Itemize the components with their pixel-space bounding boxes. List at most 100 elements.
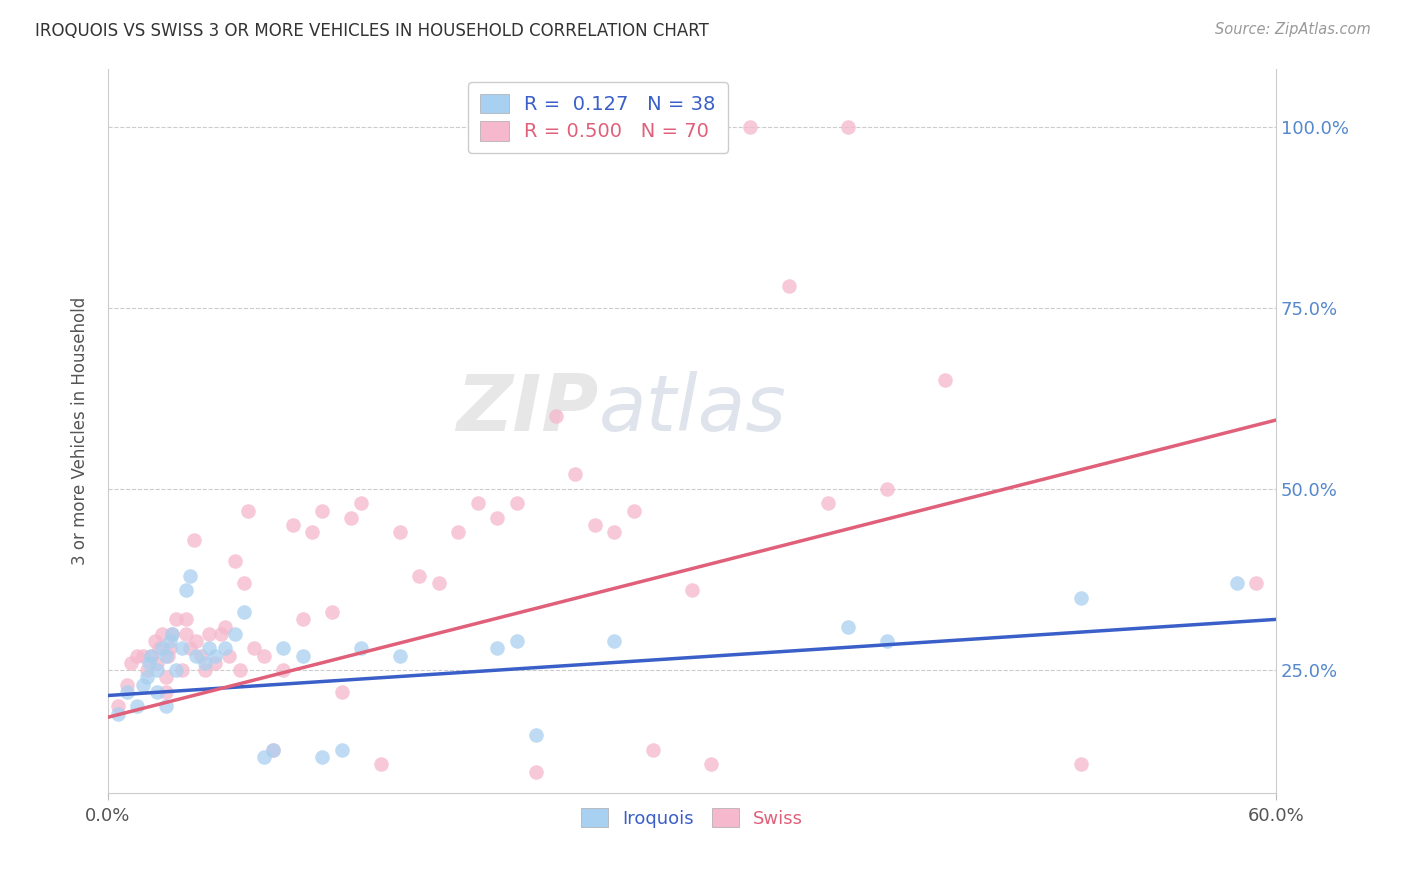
Point <box>544 409 567 424</box>
Point <box>155 699 177 714</box>
Point <box>194 656 217 670</box>
Point <box>467 496 489 510</box>
Point <box>224 554 246 568</box>
Point <box>817 496 839 510</box>
Point <box>301 525 323 540</box>
Point <box>143 634 166 648</box>
Point <box>159 641 181 656</box>
Point <box>281 518 304 533</box>
Point <box>170 641 193 656</box>
Point <box>214 641 236 656</box>
Point <box>350 496 373 510</box>
Point <box>139 648 162 663</box>
Point <box>184 648 207 663</box>
Point <box>603 634 626 648</box>
Point <box>370 757 392 772</box>
Point <box>148 641 170 656</box>
Point <box>486 511 509 525</box>
Point <box>145 656 167 670</box>
Point <box>934 373 956 387</box>
Point <box>603 525 626 540</box>
Point <box>159 634 181 648</box>
Point <box>330 685 353 699</box>
Point <box>330 743 353 757</box>
Point <box>174 627 197 641</box>
Point <box>524 728 547 742</box>
Point <box>700 757 723 772</box>
Point <box>170 663 193 677</box>
Point <box>209 627 232 641</box>
Point <box>179 569 201 583</box>
Point <box>160 627 183 641</box>
Point <box>876 482 898 496</box>
Point <box>291 648 314 663</box>
Point <box>233 605 256 619</box>
Point <box>740 120 762 134</box>
Point <box>117 685 139 699</box>
Point <box>253 750 276 764</box>
Point <box>204 648 226 663</box>
Point <box>262 743 284 757</box>
Point <box>152 627 174 641</box>
Point <box>160 627 183 641</box>
Point <box>311 503 333 517</box>
Point <box>271 641 294 656</box>
Point <box>145 663 167 677</box>
Point <box>253 648 276 663</box>
Text: IROQUOIS VS SWISS 3 OR MORE VEHICLES IN HOUSEHOLD CORRELATION CHART: IROQUOIS VS SWISS 3 OR MORE VEHICLES IN … <box>35 22 709 40</box>
Point <box>190 648 212 663</box>
Point <box>388 648 411 663</box>
Point <box>311 750 333 764</box>
Point <box>1226 576 1249 591</box>
Point <box>204 656 226 670</box>
Point <box>165 663 187 677</box>
Point <box>155 670 177 684</box>
Point <box>165 612 187 626</box>
Point <box>184 634 207 648</box>
Point <box>583 518 606 533</box>
Point <box>564 467 586 482</box>
Point <box>876 634 898 648</box>
Point <box>506 496 529 510</box>
Point <box>214 620 236 634</box>
Point <box>641 743 664 757</box>
Point <box>135 670 157 684</box>
Point <box>778 279 800 293</box>
Point <box>623 503 645 517</box>
Point <box>138 656 160 670</box>
Point <box>1246 576 1268 591</box>
Point <box>340 511 363 525</box>
Point <box>198 627 221 641</box>
Point <box>127 648 149 663</box>
Point <box>155 648 177 663</box>
Point <box>107 699 129 714</box>
Point <box>681 583 703 598</box>
Point <box>229 663 252 677</box>
Point <box>139 648 162 663</box>
Point <box>174 612 197 626</box>
Point <box>218 648 240 663</box>
Point <box>486 641 509 656</box>
Point <box>447 525 470 540</box>
Text: Source: ZipAtlas.com: Source: ZipAtlas.com <box>1215 22 1371 37</box>
Point <box>243 641 266 656</box>
Point <box>107 706 129 721</box>
Point <box>233 576 256 591</box>
Point <box>135 663 157 677</box>
Point <box>155 685 177 699</box>
Point <box>1070 591 1092 605</box>
Point <box>350 641 373 656</box>
Point <box>194 663 217 677</box>
Point <box>291 612 314 626</box>
Point <box>132 678 155 692</box>
Point <box>224 627 246 641</box>
Point <box>321 605 343 619</box>
Point <box>132 648 155 663</box>
Legend: Iroquois, Swiss: Iroquois, Swiss <box>574 801 811 835</box>
Point <box>837 120 859 134</box>
Point <box>183 533 205 547</box>
Y-axis label: 3 or more Vehicles in Household: 3 or more Vehicles in Household <box>72 297 89 565</box>
Point <box>1070 757 1092 772</box>
Point <box>174 583 197 598</box>
Point <box>117 678 139 692</box>
